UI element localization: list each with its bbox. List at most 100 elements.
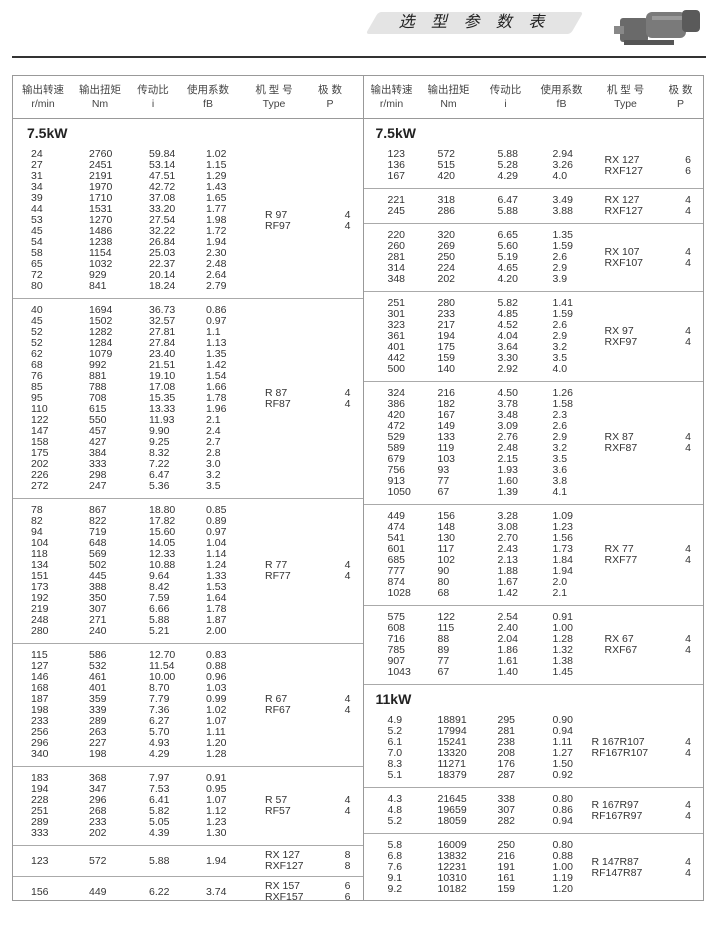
model-type: RX 87 RXF87 xyxy=(605,432,638,454)
torque-cell: 1238 xyxy=(89,236,113,248)
header-label: 极 数 xyxy=(318,84,342,96)
type-label: R 147R87 xyxy=(591,855,639,868)
torque-cell: 1032 xyxy=(89,258,113,270)
model-type: RX 127 RXF127 xyxy=(265,850,304,872)
torque-cell: 10310 xyxy=(437,872,467,884)
type-label: R 57 xyxy=(265,794,288,806)
speed-cell: 134 xyxy=(31,559,49,571)
ratio-cell: 17.08 xyxy=(149,381,176,393)
type-label: RX 67 xyxy=(604,633,634,645)
type-label: RXF127 xyxy=(604,164,644,177)
ratio-cell: 282 xyxy=(497,815,516,827)
service-factor-cell: 3.5 xyxy=(552,453,568,465)
torque-cell: 202 xyxy=(437,273,456,285)
speed-cell: 251 xyxy=(31,805,49,817)
service-factor-cell: 1.33 xyxy=(206,570,227,582)
pole-label: 6 xyxy=(685,164,691,177)
service-factor-cell: 1.78 xyxy=(206,392,227,404)
service-factor-cell: 2.8 xyxy=(206,447,221,459)
torque-cell: 133 xyxy=(437,431,456,443)
power-rating-heading: 7.5kW xyxy=(27,125,68,141)
ratio-cell: 307 xyxy=(497,804,516,816)
service-factor-cell: 1.28 xyxy=(552,633,573,645)
service-factor-cell: 0.91 xyxy=(552,611,573,623)
torque-cell: 115 xyxy=(437,622,455,634)
speed-cell: 340 xyxy=(31,748,49,760)
speed-cell: 7.6 xyxy=(387,861,403,873)
service-factor-cell: 1.09 xyxy=(552,510,573,522)
speed-cell: 1028 xyxy=(387,587,411,599)
pole-label: 4 xyxy=(685,205,691,217)
ratio-cell: 33.20 xyxy=(149,203,176,215)
torque-cell: 16009 xyxy=(437,839,467,851)
service-factor-cell: 0.90 xyxy=(552,714,573,726)
ratio-cell: 1.93 xyxy=(497,464,518,476)
pole-label: 4 xyxy=(344,693,351,705)
service-factor-cell: 1.59 xyxy=(552,308,573,320)
speed-cell: 82 xyxy=(31,515,43,527)
speed-cell: 296 xyxy=(31,737,49,749)
ratio-cell: 295 xyxy=(497,714,516,726)
speed-cell: 361 xyxy=(387,330,406,342)
ratio-cell: 53.14 xyxy=(149,159,176,171)
ratio-cell: 287 xyxy=(497,769,516,781)
torque-cell: 18891 xyxy=(437,714,467,726)
service-factor-cell: 1.11 xyxy=(206,726,226,738)
ratio-cell: 4.85 xyxy=(497,308,518,320)
ratio-cell: 15.60 xyxy=(149,526,176,538)
ratio-cell: 11.54 xyxy=(149,660,175,672)
service-factor-cell: 1.94 xyxy=(206,854,227,867)
ratio-cell: 9.64 xyxy=(149,570,170,582)
speed-cell: 168 xyxy=(31,682,49,694)
ratio-cell: 281 xyxy=(497,725,516,737)
torque-cell: 445 xyxy=(89,570,107,582)
ratio-cell: 18.80 xyxy=(149,504,176,516)
service-factor-cell: 1.24 xyxy=(206,559,227,571)
torque-cell: 148 xyxy=(437,521,456,533)
speed-cell: 147 xyxy=(31,425,49,437)
torque-cell: 247 xyxy=(89,480,107,492)
service-factor-cell: 0.96 xyxy=(206,671,227,683)
speed-cell: 256 xyxy=(31,726,49,738)
service-factor-cell: 1.29 xyxy=(206,170,227,182)
service-factor-cell: 0.86 xyxy=(206,304,227,316)
service-factor-cell: 0.97 xyxy=(206,315,227,327)
service-factor-cell: 1.30 xyxy=(206,827,227,839)
torque-cell: 347 xyxy=(89,783,107,795)
ratio-cell: 42.72 xyxy=(149,181,176,193)
service-factor-cell: 1.72 xyxy=(206,225,227,237)
model-type: R 167R97 RF167R97 xyxy=(592,799,643,822)
service-factor-cell: 1.53 xyxy=(206,581,227,593)
speed-cell: 348 xyxy=(387,273,406,285)
pole-label: 8 xyxy=(344,860,351,872)
speed-cell: 7.0 xyxy=(387,747,403,759)
ratio-cell: 3.30 xyxy=(497,352,518,364)
service-factor-cell: 0.80 xyxy=(552,793,573,805)
torque-cell: 159 xyxy=(437,352,456,364)
pole-label: 4 xyxy=(685,245,691,258)
torque-cell: 216 xyxy=(437,387,456,399)
power-rating-heading: 11kW xyxy=(375,691,412,707)
speed-cell: 123 xyxy=(387,148,406,160)
pole-label: 4 xyxy=(344,559,351,571)
model-group: 324 216 4.50 1.26 386 182 3.78 1.58 420 167 3.48 2.… xyxy=(363,382,703,505)
speed-cell: 192 xyxy=(31,592,49,604)
torque-cell: 992 xyxy=(89,359,107,371)
pole-label: 8 xyxy=(344,849,351,861)
ratio-cell: 3.64 xyxy=(497,341,518,353)
speed-cell: 401 xyxy=(387,341,406,353)
ratio-cell: 2.43 xyxy=(497,543,518,555)
pole-label: 4 xyxy=(685,256,691,269)
service-factor-cell: 4.0 xyxy=(552,170,568,182)
torque-cell: 420 xyxy=(437,170,456,182)
ratio-cell: 3.78 xyxy=(497,398,518,410)
pole-label: 4 xyxy=(685,431,691,443)
torque-cell: 339 xyxy=(89,704,107,716)
type-label: RXF77 xyxy=(604,554,638,566)
type-label: RF87 xyxy=(265,397,291,410)
torque-cell: 1284 xyxy=(89,337,113,349)
